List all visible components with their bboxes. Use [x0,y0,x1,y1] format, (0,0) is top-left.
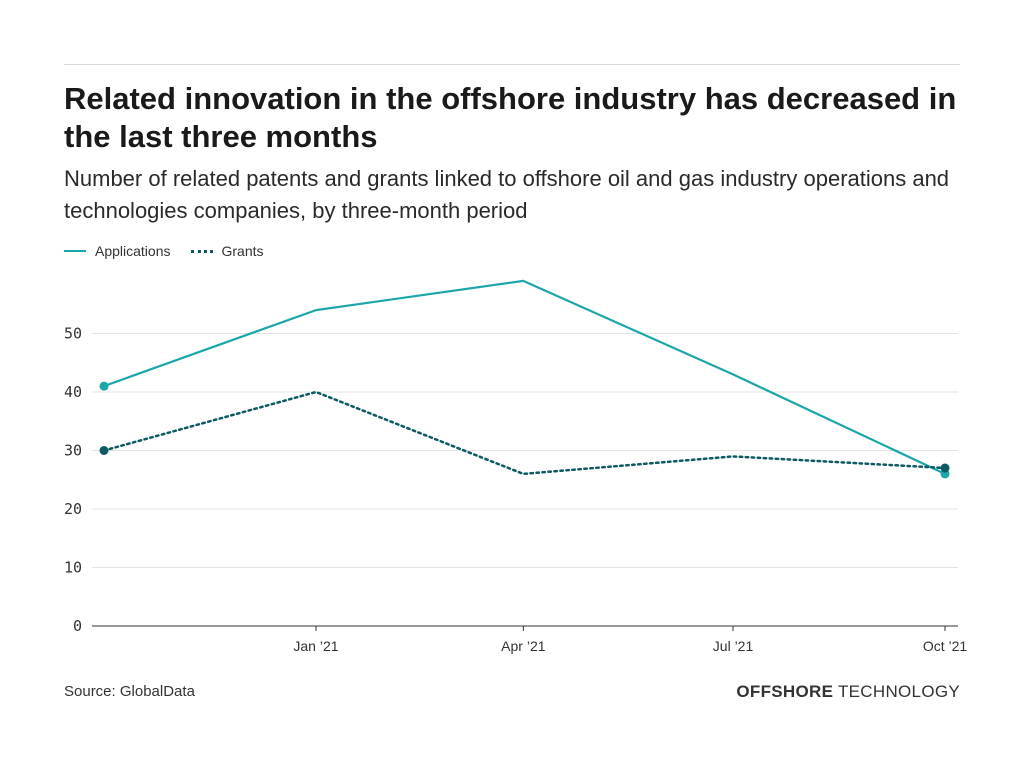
chart-subtitle: Number of related patents and grants lin… [64,166,950,223]
legend-item-grants: Grants [190,243,264,259]
grid-lines [92,333,958,568]
legend-label-grants: Grants [221,243,264,259]
series-line-applications [103,279,946,475]
series-line-grants [102,390,947,476]
x-tick-label-1: Apr ’21 [501,638,546,654]
legend: Applications Grants [64,241,284,261]
y-tick-label-50: 50 [64,325,82,343]
x-tick-label-2: Jul ’21 [713,638,754,654]
brand-logo-light: TECHNOLOGY [833,682,960,701]
source-note: Source: GlobalData [64,683,195,700]
x-tick-label-0: Jan ’21 [293,638,338,654]
legend-swatch-applications [64,250,86,252]
series-point-grants-4 [940,463,950,473]
y-tick-label-0: 0 [73,617,82,635]
legend-item-applications: Applications [64,243,171,259]
brand-logo-bold: OFFSHORE [736,682,834,701]
y-tick-label-20: 20 [64,500,82,518]
series-point-grants-0 [99,446,109,455]
series-point-applications-0 [99,381,109,391]
top-divider [64,64,960,65]
axes: 0 10 20 30 40 50 Jan ’21 Apr ’21 Jul ’21 Oct ’21 [64,325,967,655]
x-tick-label-3: Oct ’21 [923,638,968,654]
y-tick-label-10: 10 [64,559,82,577]
y-tick-label-40: 40 [64,383,82,401]
brand-logo: OFFSHORE TECHNOLOGY [736,682,960,702]
chart-title: Related innovation in the offshore indus… [64,81,957,154]
series [99,279,950,479]
legend-label-applications: Applications [95,243,171,259]
legend-swatch-grants [190,249,213,253]
y-tick-label-30: 30 [64,442,82,460]
